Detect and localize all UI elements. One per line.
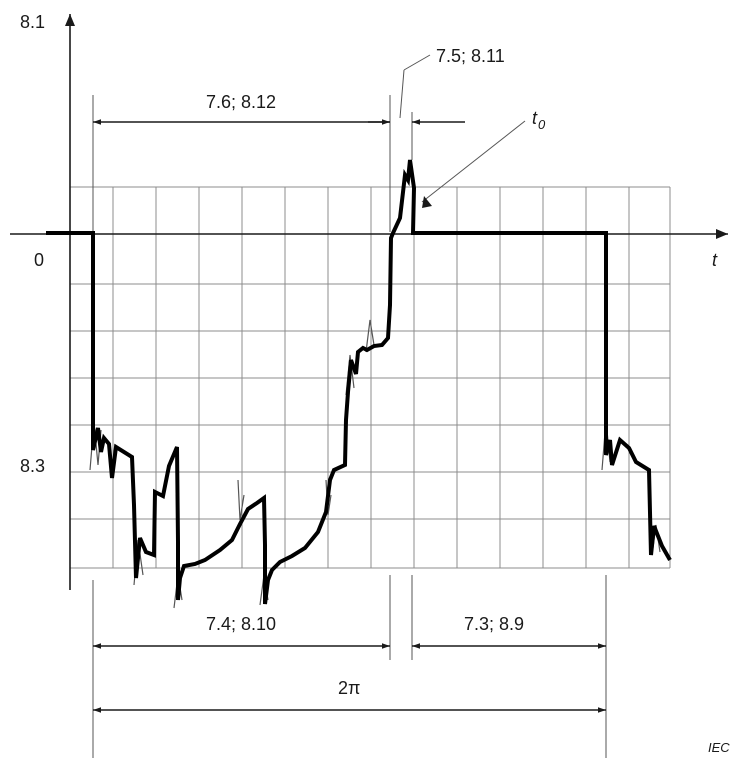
waveform-trace	[46, 159, 672, 605]
bottom-right-label: 7.3; 8.9	[464, 614, 524, 634]
rise-label: 7.5; 8.11	[436, 46, 505, 66]
credit-label: IEC	[708, 740, 730, 755]
t0-main: t	[532, 108, 538, 128]
origin-label: 0	[34, 250, 44, 270]
period-label: 2π	[338, 678, 360, 698]
extension-lines	[92, 54, 607, 758]
x-axis-label: t	[712, 250, 718, 270]
t0-subscript: 0	[538, 117, 546, 132]
top-span-label: 7.6; 8.12	[206, 92, 276, 112]
grid	[69, 186, 671, 569]
t0-pointer	[422, 196, 432, 208]
dimension-lines	[93, 119, 606, 713]
t0-label: t0	[532, 108, 546, 132]
y-axis-label: 8.1	[20, 12, 45, 32]
level-label: 8.3	[20, 456, 45, 476]
bottom-left-label: 7.4; 8.10	[206, 614, 276, 634]
